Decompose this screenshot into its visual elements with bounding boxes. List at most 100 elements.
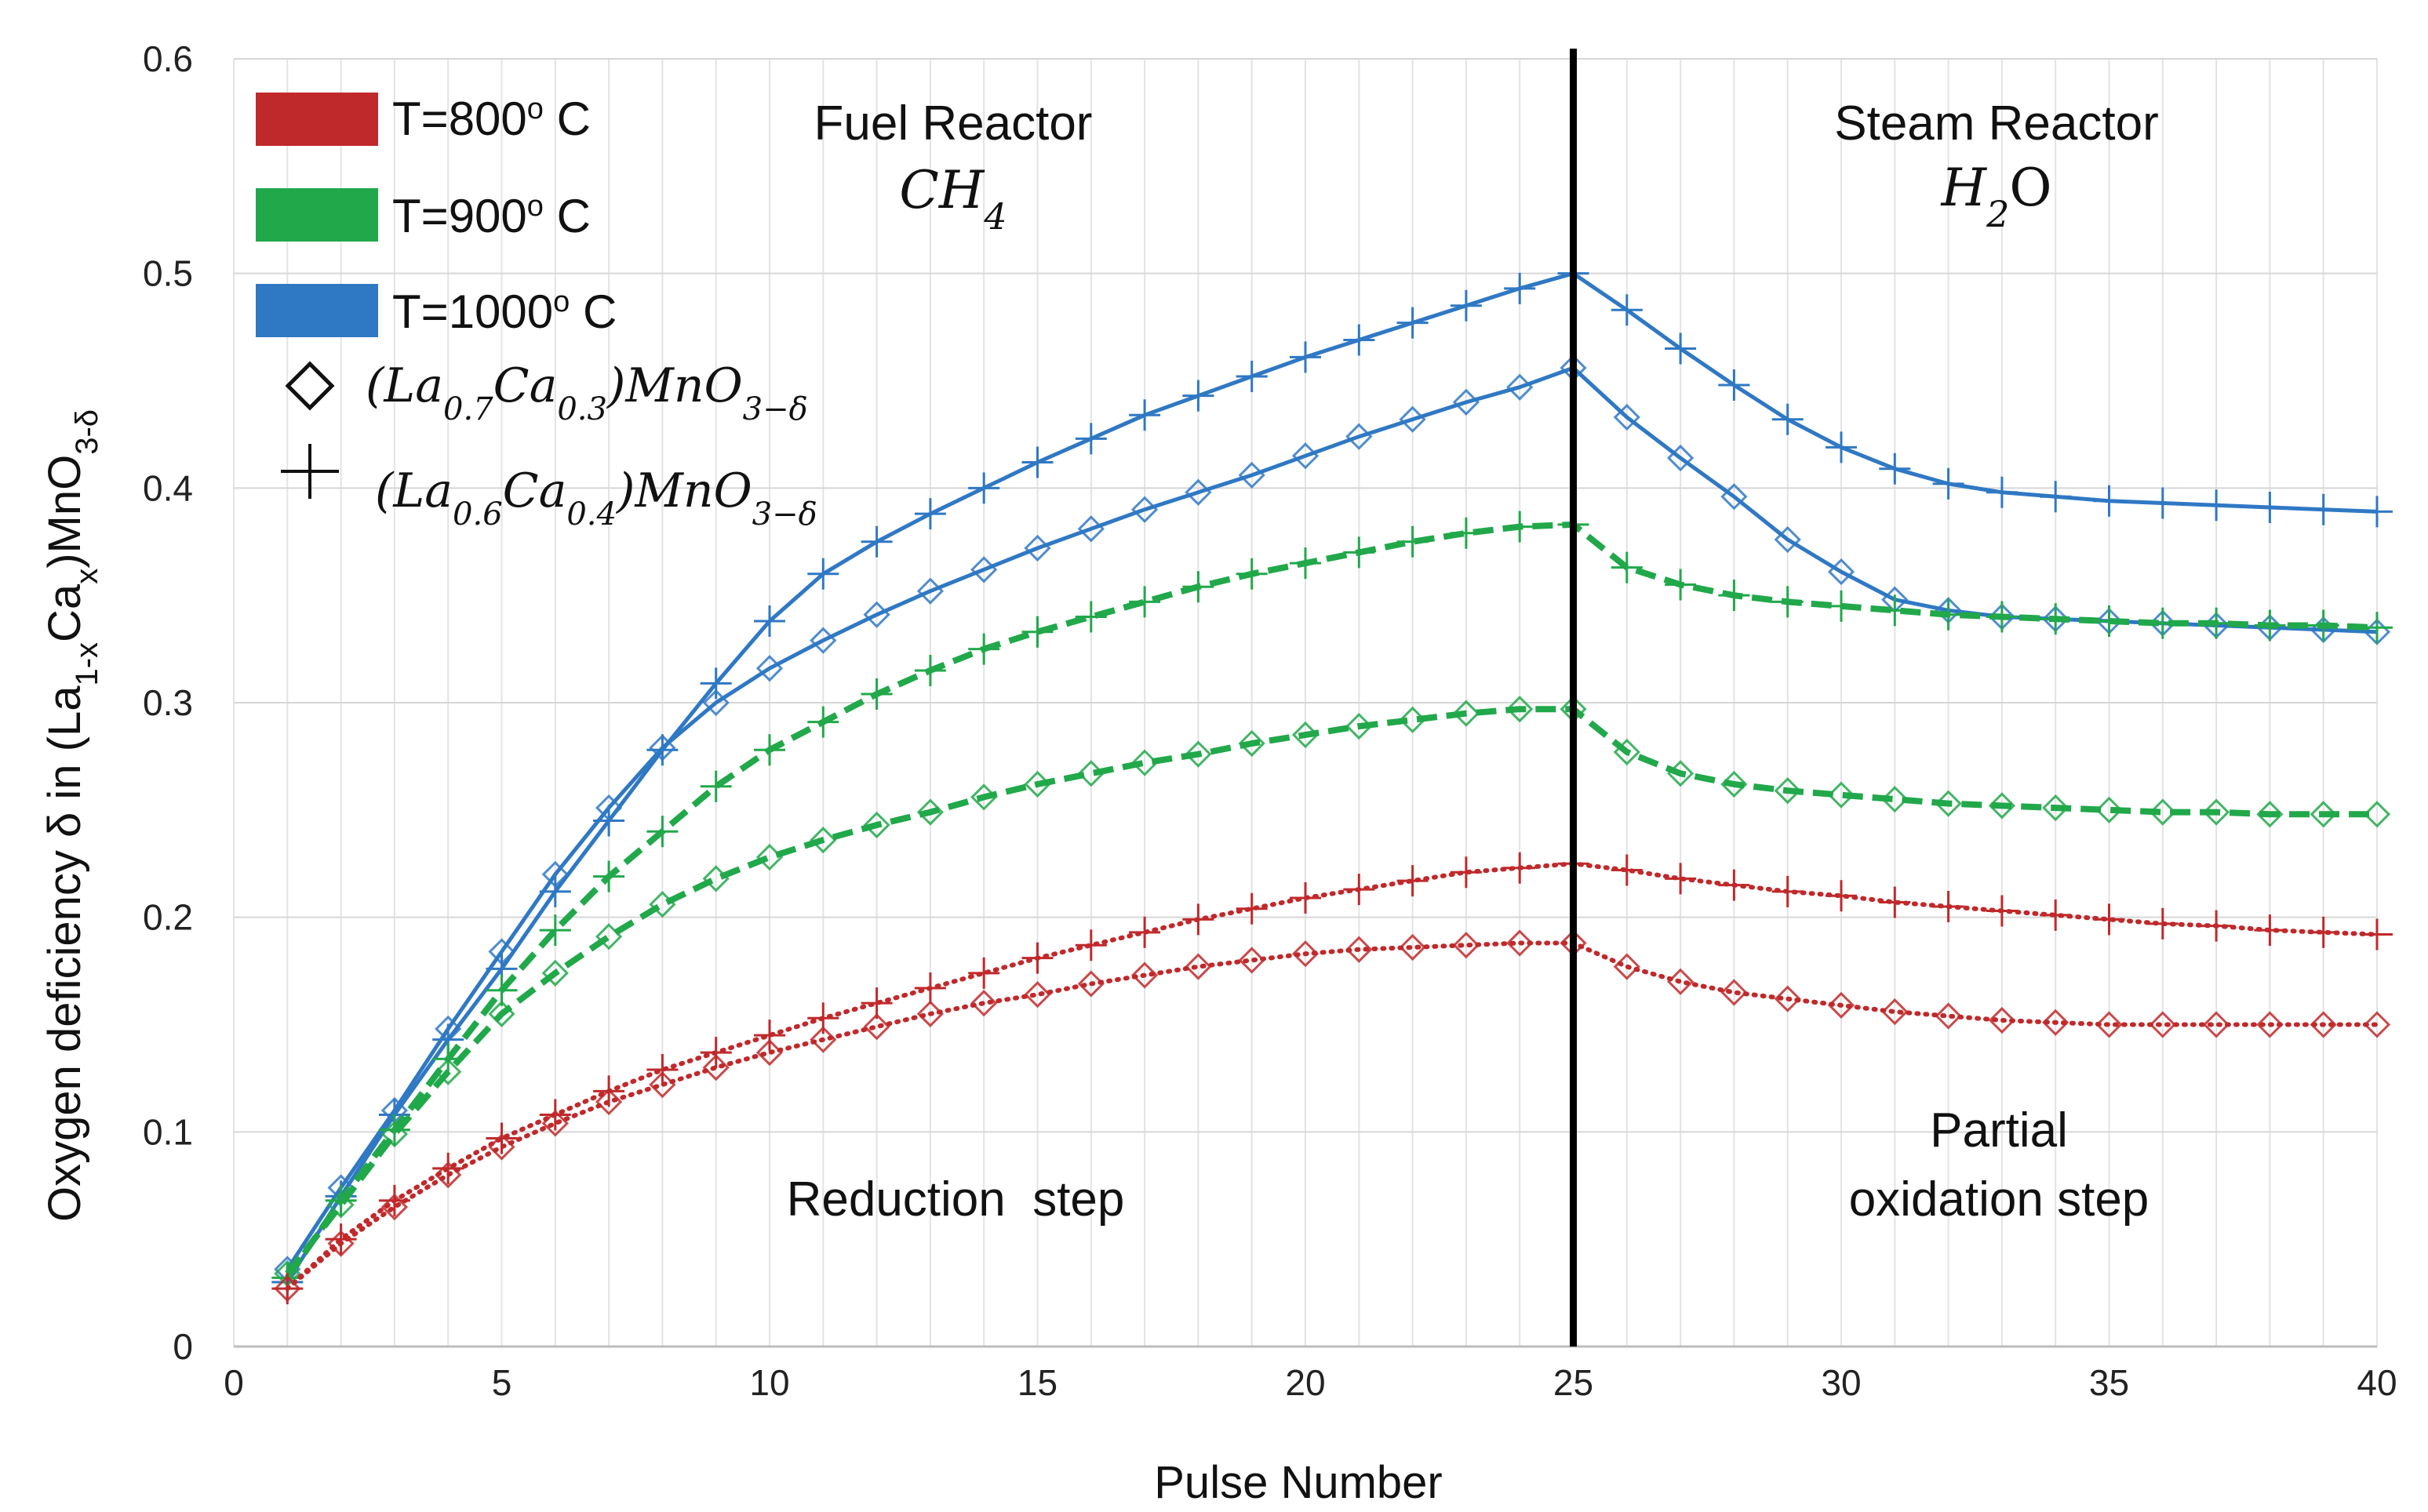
data-point-plus [807, 558, 839, 590]
x-tick-label: 30 [1821, 1362, 1861, 1403]
data-point-diamond [2042, 794, 2069, 822]
data-point-diamond [2095, 796, 2123, 823]
data-point-plus [2146, 607, 2179, 639]
data-point-diamond [2363, 1011, 2391, 1038]
data-point-diamond [1506, 373, 1534, 401]
data-point-diamond [2149, 1011, 2176, 1038]
data-point-diamond [1720, 770, 1748, 798]
data-point-plus [1129, 586, 1161, 618]
data-point-diamond [863, 601, 890, 628]
series-line [285, 861, 2379, 1292]
data-point-diamond [541, 1110, 569, 1137]
data-point-diamond [595, 794, 623, 822]
data-point-diamond [488, 1133, 515, 1161]
m04-s3: 3−δ [752, 496, 817, 532]
data-point-plus [1236, 361, 1268, 393]
data-point-diamond [1345, 423, 1373, 450]
data-point-diamond [1720, 483, 1748, 511]
data-point-diamond [1935, 790, 1962, 817]
data-point-plus [754, 1020, 785, 1052]
data-point-diamond [1827, 781, 1855, 809]
series-line [286, 271, 2378, 1284]
data-point-plus [1290, 341, 1321, 373]
data-point-plus [1075, 929, 1107, 961]
data-point-plus [1932, 467, 1964, 500]
data-point-plus [1021, 616, 1054, 648]
data-point-plus [2361, 612, 2393, 644]
data-point-plus [807, 706, 839, 738]
data-point-diamond [810, 1026, 837, 1053]
series-line [285, 706, 2377, 1276]
data-point-plus [2093, 903, 2125, 936]
data-point-diamond [435, 1058, 462, 1085]
tick-layer: 0 5 10 15 20 25 30 35 40 0 0.1 0.2 0.3 0.4 0.5 0.6 [143, 38, 2397, 1403]
data-point-diamond [2095, 1011, 2123, 1038]
data-point-plus [1611, 294, 1643, 326]
data-point-plus [2254, 914, 2286, 947]
data-point-diamond [649, 1071, 676, 1099]
data-point-plus [1021, 942, 1054, 974]
data-point-plus [968, 472, 1000, 504]
x-tick-label: 10 [749, 1362, 789, 1403]
data-point-diamond [755, 655, 784, 682]
data-point-plus [1718, 580, 1750, 612]
series-line [285, 521, 2378, 1280]
data-point-diamond [1827, 991, 1855, 1019]
x-tick-label: 5 [492, 1362, 512, 1403]
data-point-plus [1129, 916, 1161, 948]
m04-s2: 0.4 [566, 496, 617, 532]
data-point-diamond [1452, 700, 1480, 727]
data-point-plus [2200, 489, 2233, 522]
legend-800-unit: C [544, 93, 591, 145]
data-point-diamond [970, 556, 998, 583]
data-point-diamond [1238, 729, 1265, 758]
data-point-diamond [702, 1054, 730, 1081]
data-point-diamond [1185, 740, 1212, 768]
data-point-diamond [1666, 968, 1695, 995]
data-point-plus [914, 498, 946, 530]
legend-swatch-900 [256, 188, 378, 242]
data-point-plus [1611, 551, 1643, 583]
y-axis-title-mid: Ca [39, 583, 90, 642]
data-point-plus [1771, 875, 1804, 907]
data-point-plus [1396, 525, 1429, 558]
legend-1000-sup: o [553, 285, 570, 318]
data-point-diamond [702, 865, 730, 892]
data-point-plus [1504, 272, 1536, 304]
data-point-plus [2200, 607, 2233, 639]
data-point-diamond [327, 1230, 355, 1257]
m03-s3: 3−δ [743, 391, 808, 427]
data-point-diamond [2202, 1011, 2230, 1038]
partial-oxidation-label-line1: Partial [1930, 1103, 2068, 1158]
data-point-plus [1826, 590, 1857, 622]
m03-close: )MnO [606, 358, 743, 413]
data-point-plus [1075, 601, 1107, 633]
data-point-plus [2307, 916, 2339, 948]
data-point-diamond [1935, 1002, 1962, 1030]
data-point-diamond [1024, 981, 1051, 1009]
data-point-diamond [2256, 801, 2284, 828]
legend-1000-unit: C [570, 285, 617, 338]
legend-plus-icon [281, 444, 339, 499]
m03-open: (La [366, 358, 443, 413]
data-point-diamond [1774, 985, 1801, 1012]
legend-1000-text: T=1000 [392, 285, 553, 338]
data-point-diamond [1774, 777, 1801, 805]
data-point-plus [1450, 856, 1482, 889]
steam-reactor-label: Steam Reactor [1834, 96, 2159, 151]
data-point-diamond [274, 1274, 301, 1303]
y-tick-label: 0.5 [143, 253, 193, 294]
fuel-formula-main: CH [899, 160, 985, 220]
data-point-diamond [1613, 953, 1640, 980]
data-point-plus [2040, 603, 2072, 635]
data-point-diamond [1827, 558, 1855, 586]
data-point-diamond [1024, 770, 1051, 798]
fuel-formula-sub: 4 [983, 195, 1007, 238]
y-tick-label: 0 [173, 1326, 193, 1367]
data-point-diamond [1185, 478, 1212, 506]
y-tick-label: 0.4 [143, 467, 193, 508]
data-point-plus [754, 734, 785, 766]
series-t900-diamond [274, 696, 2391, 1288]
data-point-plus [2146, 487, 2179, 519]
